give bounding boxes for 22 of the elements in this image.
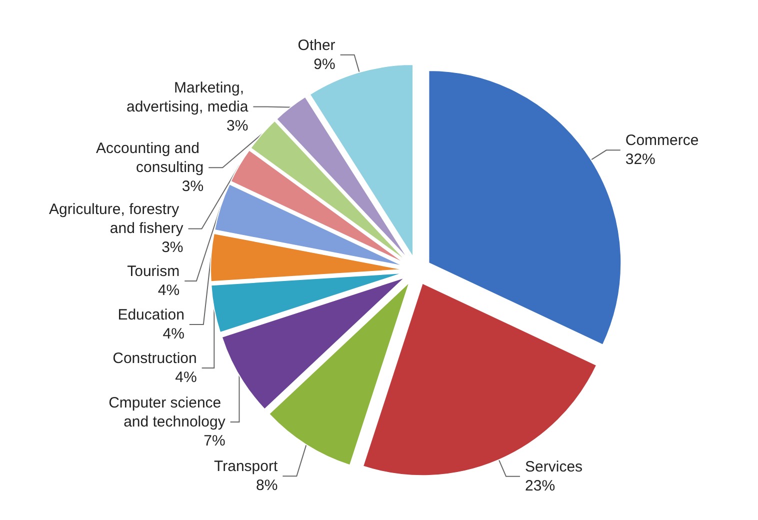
slice-label: Accounting and consulting [96,140,204,176]
data-label: 4% [162,325,184,342]
slice-label: Services [525,458,583,476]
slice-label: Education [118,306,184,324]
slice-label: Commerce [625,132,699,150]
data-label: 23% [525,477,556,494]
slice-label: Transport [214,458,278,476]
data-label: 3% [226,117,248,134]
slice-label: Tourism [127,263,180,280]
slice-label: Cmputer science and technology [108,394,226,430]
data-label: 9% [314,56,336,73]
data-label: 8% [256,477,278,494]
data-label: 4% [158,282,180,300]
data-label: 32% [625,151,656,168]
data-label: 3% [162,239,184,256]
slice-label: Construction [112,350,197,367]
data-label: 4% [175,368,197,386]
data-label: 7% [204,432,226,450]
slice-label: Marketing, advertising, media [126,79,249,116]
slice-label: Agriculture, forestry and fishery [49,201,184,238]
data-label: 3% [182,178,204,196]
slice-label: Other [298,36,336,54]
